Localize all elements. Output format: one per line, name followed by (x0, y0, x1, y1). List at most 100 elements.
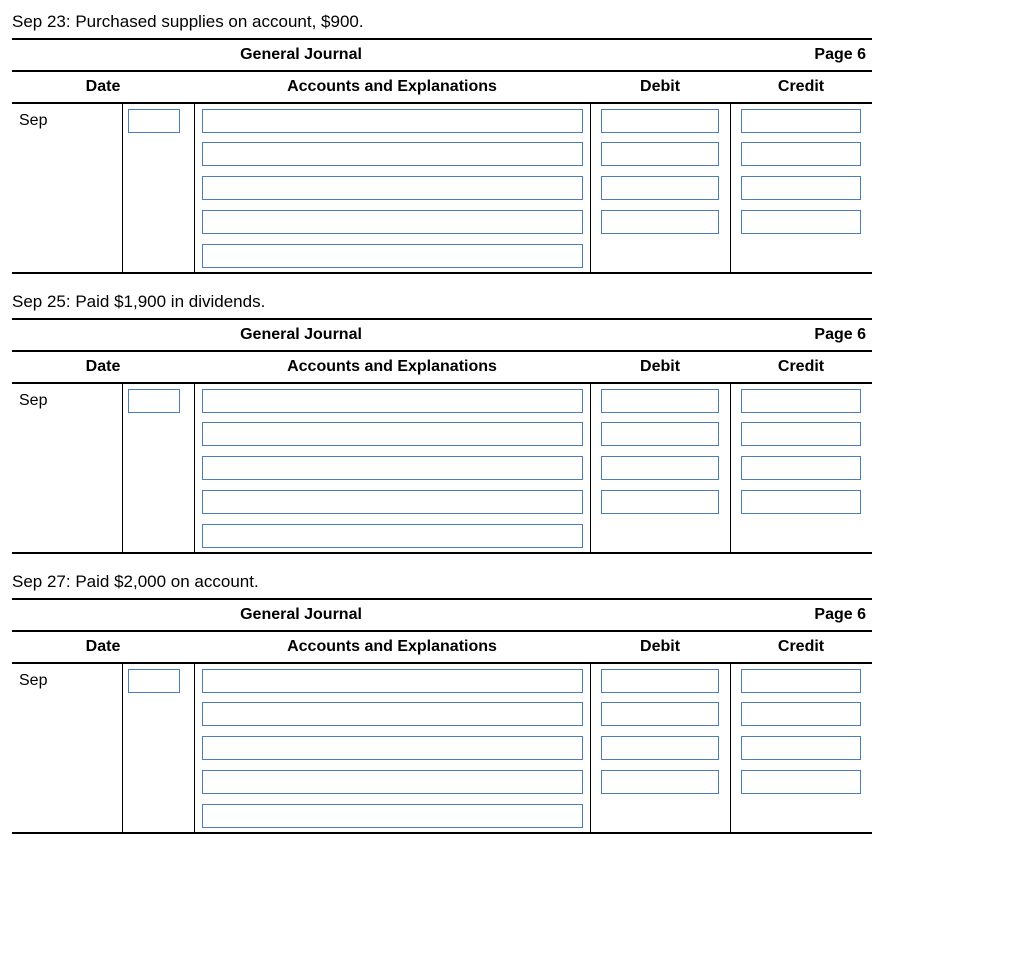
journal-row: Sep (12, 103, 872, 137)
credit-cell (730, 171, 872, 205)
date-day-cell (122, 731, 194, 765)
accounts-cell (194, 103, 590, 137)
col-header-date: Date (12, 71, 194, 103)
account-input[interactable] (202, 702, 583, 726)
debit-input[interactable] (601, 736, 719, 760)
date-day-cell (122, 417, 194, 451)
journal-page-label: Page 6 (590, 599, 872, 631)
day-input[interactable] (128, 669, 180, 693)
account-input[interactable] (202, 422, 583, 446)
transaction-prompt: Sep 27: Paid $2,000 on account. (12, 572, 1012, 592)
account-input[interactable] (202, 210, 583, 234)
col-header-credit: Credit (730, 631, 872, 663)
credit-cell (730, 103, 872, 137)
credit-input[interactable] (741, 490, 861, 514)
journal-block: Sep 23: Purchased supplies on account, $… (12, 12, 1012, 274)
credit-cell (730, 799, 872, 833)
credit-input[interactable] (741, 770, 861, 794)
col-header-date: Date (12, 631, 194, 663)
month-label: Sep (15, 392, 47, 410)
date-day-cell (122, 519, 194, 553)
journal-row (12, 239, 872, 273)
accounts-cell (194, 765, 590, 799)
credit-input[interactable] (741, 702, 861, 726)
date-month-cell (12, 519, 122, 553)
general-journal-table: General JournalPage 6 DateAccounts and Ex… (12, 598, 872, 834)
credit-input[interactable] (741, 669, 861, 693)
debit-input[interactable] (601, 770, 719, 794)
credit-input[interactable] (741, 456, 861, 480)
account-input[interactable] (202, 490, 583, 514)
credit-input[interactable] (741, 210, 861, 234)
account-input[interactable] (202, 804, 583, 828)
day-input[interactable] (128, 109, 180, 133)
credit-input[interactable] (741, 142, 861, 166)
credit-cell (730, 383, 872, 417)
debit-input[interactable] (601, 142, 719, 166)
debit-input[interactable] (601, 422, 719, 446)
credit-input[interactable] (741, 736, 861, 760)
credit-cell (730, 451, 872, 485)
date-month-cell (12, 799, 122, 833)
journal-block: Sep 25: Paid $1,900 in dividends.General… (12, 292, 1012, 554)
journal-row: Sep (12, 663, 872, 697)
account-input[interactable] (202, 669, 583, 693)
account-input[interactable] (202, 142, 583, 166)
journal-row (12, 451, 872, 485)
debit-input[interactable] (601, 456, 719, 480)
journal-block: Sep 27: Paid $2,000 on account. General J… (12, 572, 1012, 834)
debit-input[interactable] (601, 669, 719, 693)
journal-row (12, 697, 872, 731)
col-header-accounts: Accounts and Explanations (194, 71, 590, 103)
account-input[interactable] (202, 244, 583, 268)
debit-input[interactable] (601, 109, 719, 133)
date-day-cell (122, 663, 194, 697)
account-input[interactable] (202, 736, 583, 760)
debit-input[interactable] (601, 702, 719, 726)
journal-entries-container: Sep 23: Purchased supplies on account, $… (12, 12, 1012, 834)
date-month-cell (12, 485, 122, 519)
accounts-cell (194, 239, 590, 273)
account-input[interactable] (202, 176, 583, 200)
date-month-cell (12, 137, 122, 171)
journal-row (12, 171, 872, 205)
credit-input[interactable] (741, 389, 861, 413)
debit-cell (590, 205, 730, 239)
credit-cell (730, 417, 872, 451)
col-header-date: Date (12, 351, 194, 383)
general-journal-table: General JournalPage 6DateAccounts and Ex… (12, 318, 872, 554)
credit-cell (730, 663, 872, 697)
debit-cell (590, 519, 730, 553)
debit-input[interactable] (601, 490, 719, 514)
debit-input[interactable] (601, 210, 719, 234)
account-input[interactable] (202, 770, 583, 794)
debit-input[interactable] (601, 176, 719, 200)
account-input[interactable] (202, 389, 583, 413)
journal-row: Sep (12, 383, 872, 417)
date-day-cell (122, 137, 194, 171)
date-day-cell (122, 799, 194, 833)
journal-row (12, 519, 872, 553)
journal-title: General Journal (12, 599, 590, 631)
col-header-credit: Credit (730, 71, 872, 103)
credit-input[interactable] (741, 109, 861, 133)
date-day-cell (122, 697, 194, 731)
account-input[interactable] (202, 456, 583, 480)
credit-input[interactable] (741, 176, 861, 200)
credit-cell (730, 765, 872, 799)
day-input[interactable] (128, 389, 180, 413)
col-header-credit: Credit (730, 351, 872, 383)
account-input[interactable] (202, 109, 583, 133)
date-month-cell (12, 239, 122, 273)
accounts-cell (194, 171, 590, 205)
accounts-cell (194, 697, 590, 731)
account-input[interactable] (202, 524, 583, 548)
col-header-accounts: Accounts and Explanations (194, 631, 590, 663)
credit-input[interactable] (741, 422, 861, 446)
journal-title: General Journal (12, 319, 590, 351)
date-day-cell (122, 765, 194, 799)
accounts-cell (194, 205, 590, 239)
journal-title: General Journal (12, 39, 590, 71)
debit-input[interactable] (601, 389, 719, 413)
accounts-cell (194, 137, 590, 171)
